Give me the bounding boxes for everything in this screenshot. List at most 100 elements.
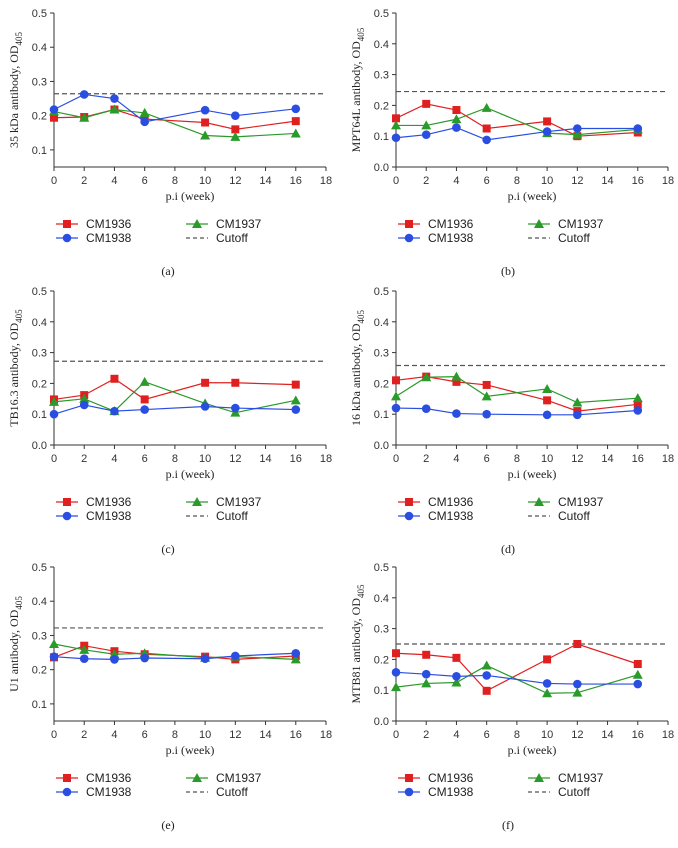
y-axis-title-main: U1 antibody, OD	[7, 609, 21, 692]
y-axis-title-subscript: 405	[14, 309, 24, 323]
data-point-cm1938	[633, 406, 643, 415]
panel-label: (f)	[502, 818, 514, 832]
data-point-cm1936	[452, 377, 461, 386]
y-tick-label: 0.5	[32, 562, 47, 574]
data-point-cm1937	[139, 107, 150, 117]
legend-label-cm1937: CM1937	[558, 495, 604, 509]
y-axis-title: 35 kDa antibody, OD405	[7, 31, 24, 148]
x-tick-label: 18	[662, 175, 674, 187]
data-point-cm1938	[291, 648, 301, 658]
data-point-cm1938	[573, 124, 582, 133]
y-tick-label: 0.0	[374, 440, 389, 452]
data-point-cm1938	[633, 679, 643, 689]
x-tick-label: 2	[423, 453, 429, 465]
x-tick-label: 8	[514, 175, 520, 187]
data-point-cm1936	[50, 113, 58, 122]
data-point-cm1936	[633, 660, 642, 669]
legend-label-cm1938: CM1938	[428, 785, 474, 799]
y-tick-label: 0.1	[374, 409, 389, 421]
legend-label-cutoff: Cutoff	[558, 231, 590, 245]
panel-label: (b)	[501, 264, 515, 278]
data-point-cm1938	[542, 679, 552, 688]
legend-label-cm1936: CM1936	[86, 771, 132, 785]
legend-swatch-marker-cm1938	[62, 233, 72, 243]
data-point-cm1938	[79, 654, 89, 664]
chart-panel-c: 0 2 4 6 8 10 12 14 16 18 0.0 0.1 0.2 0.3 0.4 0.5 p.i (we…	[7, 286, 332, 556]
x-tick-label: 16	[632, 453, 644, 465]
data-point-cm1937	[109, 104, 120, 114]
legend-swatch-marker-cm1938	[62, 787, 72, 797]
x-tick-label: 6	[142, 453, 148, 465]
data-point-cm1938	[200, 402, 210, 411]
y-axis-title-subscript: 405	[14, 31, 24, 45]
x-tick-label: 8	[514, 729, 520, 741]
legend-label-cm1938: CM1938	[428, 231, 474, 245]
data-point-cm1937	[421, 372, 432, 382]
y-tick-label: 0.1	[32, 409, 47, 421]
chart-panel-d: 0 2 4 6 8 10 12 14 16 18 0.0 0.1 0.2 0.3 0.4 0.5 p.i (we…	[349, 286, 674, 556]
x-axis-title: p.i (week)	[508, 743, 557, 757]
x-tick-label: 0	[51, 453, 57, 465]
x-tick-label: 6	[142, 729, 148, 741]
data-point-cm1937	[200, 130, 211, 140]
data-point-cm1937	[632, 669, 643, 679]
y-tick-label: 0.0	[374, 162, 389, 174]
data-point-cm1938	[140, 117, 149, 127]
y-tick-label: 0.4	[374, 39, 389, 51]
y-tick-label: 0.2	[374, 100, 389, 112]
data-point-cm1938	[79, 90, 89, 99]
data-point-cm1937	[542, 688, 553, 698]
data-point-cm1938	[482, 135, 491, 145]
series-line-cm1937	[53, 108, 296, 138]
x-tick-label: 6	[484, 729, 490, 741]
x-tick-label: 10	[541, 175, 553, 187]
legend-swatch-marker-cm1936	[405, 220, 413, 228]
y-tick-label: 0.2	[374, 654, 389, 666]
data-point-cm1938	[49, 105, 59, 114]
data-point-cm1936	[482, 124, 491, 133]
y-tick-label: 0.3	[374, 348, 389, 360]
legend-swatch-marker-cm1936	[63, 774, 71, 782]
x-tick-label: 14	[601, 729, 613, 741]
legend-label-cm1936: CM1936	[86, 495, 132, 509]
x-tick-label: 10	[199, 453, 211, 465]
data-point-cm1937	[391, 120, 401, 130]
chart-panel-a: 0 2 4 6 8 10 12 14 16 18 0.1 0.2 0.3 0.4 0.5 p.i (week)…	[7, 8, 332, 278]
data-point-cm1937	[451, 371, 462, 381]
x-tick-label: 4	[111, 729, 117, 741]
y-tick-label: 0.5	[374, 8, 389, 20]
data-point-cm1938	[110, 406, 119, 416]
data-point-cm1936	[452, 106, 461, 115]
y-tick-label: 0.3	[374, 624, 389, 636]
panel-label: (a)	[161, 264, 174, 278]
data-point-cm1936	[201, 118, 210, 127]
y-tick-label: 0.1	[32, 145, 47, 157]
data-point-cm1938	[200, 105, 210, 115]
y-axis-title-main: 35 kDa antibody, OD	[7, 45, 21, 148]
x-axis-title: p.i (week)	[166, 467, 215, 481]
data-point-cm1938	[231, 403, 240, 413]
chart-panel-b: 0 2 4 6 8 10 12 14 16 18 0.0 0.1 0.2 0.3 0.4 0.5 p.i (we…	[349, 8, 674, 278]
data-point-cm1938	[231, 651, 240, 661]
y-axis-title-main: 16 kDa antibody, OD	[349, 323, 363, 426]
legend-label-cm1936: CM1936	[86, 217, 132, 231]
legend-label-cm1938: CM1938	[86, 231, 132, 245]
x-tick-label: 16	[632, 175, 644, 187]
data-point-cm1937	[79, 393, 90, 403]
legend-swatch-marker-cm1936	[405, 498, 413, 506]
data-point-cm1938	[391, 668, 401, 677]
y-axis-title-subscript: 405	[356, 309, 366, 323]
x-tick-label: 2	[81, 453, 87, 465]
y-tick-label: 0.5	[374, 562, 389, 574]
legend-swatch-marker-cm1937	[192, 497, 202, 506]
x-tick-label: 10	[541, 729, 553, 741]
data-point-cm1936	[422, 650, 431, 659]
data-point-cm1938	[452, 672, 461, 681]
y-axis-title: U1 antibody, OD405	[7, 596, 24, 692]
data-point-cm1938	[391, 133, 401, 143]
x-tick-label: 4	[111, 175, 117, 187]
data-point-cm1938	[573, 410, 582, 420]
series-line-cm1936	[53, 378, 296, 401]
x-tick-label: 14	[601, 453, 613, 465]
x-tick-label: 10	[199, 729, 211, 741]
